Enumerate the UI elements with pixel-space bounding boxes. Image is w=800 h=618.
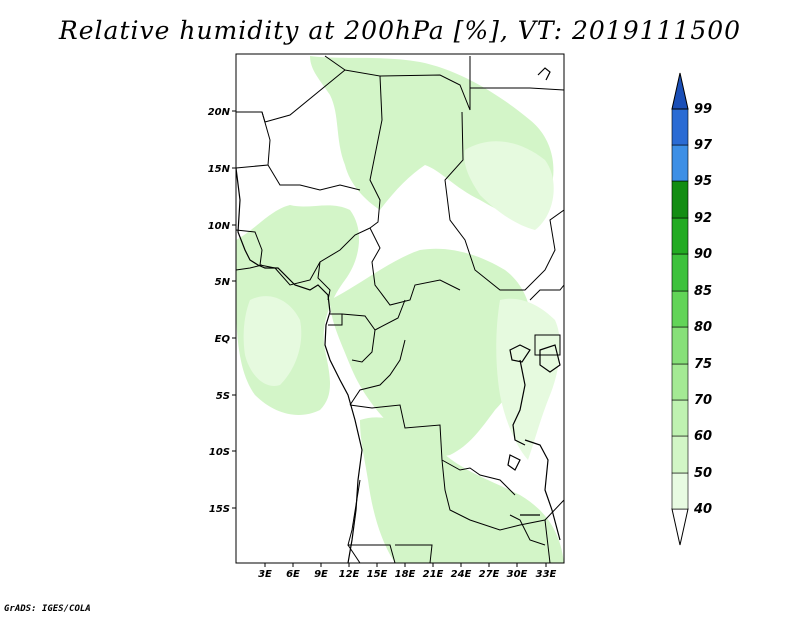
axis-ticks (232, 110, 547, 567)
lat-label: 10N (208, 221, 231, 232)
colorbar-label: 85 (694, 284, 712, 299)
colorbar-label: 80 (694, 320, 712, 335)
colorbar-label: 97 (694, 138, 713, 153)
colorbar-low-arrow (671, 508, 689, 546)
lon-label: 21E (423, 569, 444, 580)
coastline (236, 67, 561, 563)
lat-label: 10S (209, 447, 230, 458)
colorbar-label: 90 (694, 247, 712, 262)
latitude-labels: 20N 15N 10N 5N EQ 5S 10S 15S (208, 107, 231, 515)
lon-label: 18E (395, 569, 416, 580)
colorbar-segment (671, 326, 689, 365)
lat-label: 5S (216, 391, 230, 402)
colorbar-segment (671, 217, 689, 255)
colorbar (671, 72, 689, 546)
lon-label: 6E (286, 569, 300, 580)
lon-label: 27E (479, 569, 500, 580)
lon-label: 24E (451, 569, 472, 580)
colorbar-segment (671, 108, 689, 146)
colorbar-segment (671, 253, 689, 292)
colorbar-label: 92 (694, 211, 712, 226)
lon-label: 3E (258, 569, 272, 580)
colorbar-segment (671, 290, 689, 328)
colorbar-segment (671, 472, 689, 510)
colorbar-label: 50 (694, 466, 712, 481)
lon-label: 12E (339, 569, 360, 580)
colorbar-high-arrow (671, 72, 689, 110)
colorbar-label: 99 (694, 102, 712, 117)
lat-label: 15S (209, 504, 230, 515)
longitude-labels: 3E 6E 9E 12E 15E 18E 21E 24E 27E 30E 33E (258, 569, 556, 580)
colorbar-label: 95 (694, 174, 712, 189)
colorbar-segment (671, 180, 689, 219)
lon-label: 9E (314, 569, 328, 580)
lat-label: 15N (208, 164, 231, 175)
map-title: Relative humidity at 200hPa [%], VT: 201… (58, 16, 742, 45)
humidity-region-pale-west (243, 296, 302, 386)
colorbar-segment (671, 435, 689, 474)
colorbar-segment (671, 144, 689, 182)
colorbar-labels: 40 50 60 70 75 80 85 90 92 95 97 99 (693, 102, 713, 517)
colorbar-label: 40 (693, 502, 712, 517)
colorbar-label: 70 (694, 393, 712, 408)
country-borders (236, 55, 564, 563)
lat-label: EQ (215, 334, 231, 345)
lon-label: 33E (536, 569, 557, 580)
humidity-region-east (464, 141, 554, 230)
credit-text: GrADS: IGES/COLA (4, 604, 91, 614)
lat-label: 5N (215, 277, 231, 288)
map-frame (235, 53, 565, 564)
colorbar-segment (671, 399, 689, 437)
humidity-region-center (330, 248, 532, 457)
humidity-shading (236, 56, 564, 563)
humidity-region-lakes (496, 298, 561, 460)
colorbar-label: 60 (694, 429, 712, 444)
colorbar-label: 75 (694, 357, 712, 372)
colorbar-segment (671, 363, 689, 401)
lon-label: 15E (367, 569, 388, 580)
lon-label: 30E (507, 569, 528, 580)
lat-label: 20N (208, 107, 231, 118)
